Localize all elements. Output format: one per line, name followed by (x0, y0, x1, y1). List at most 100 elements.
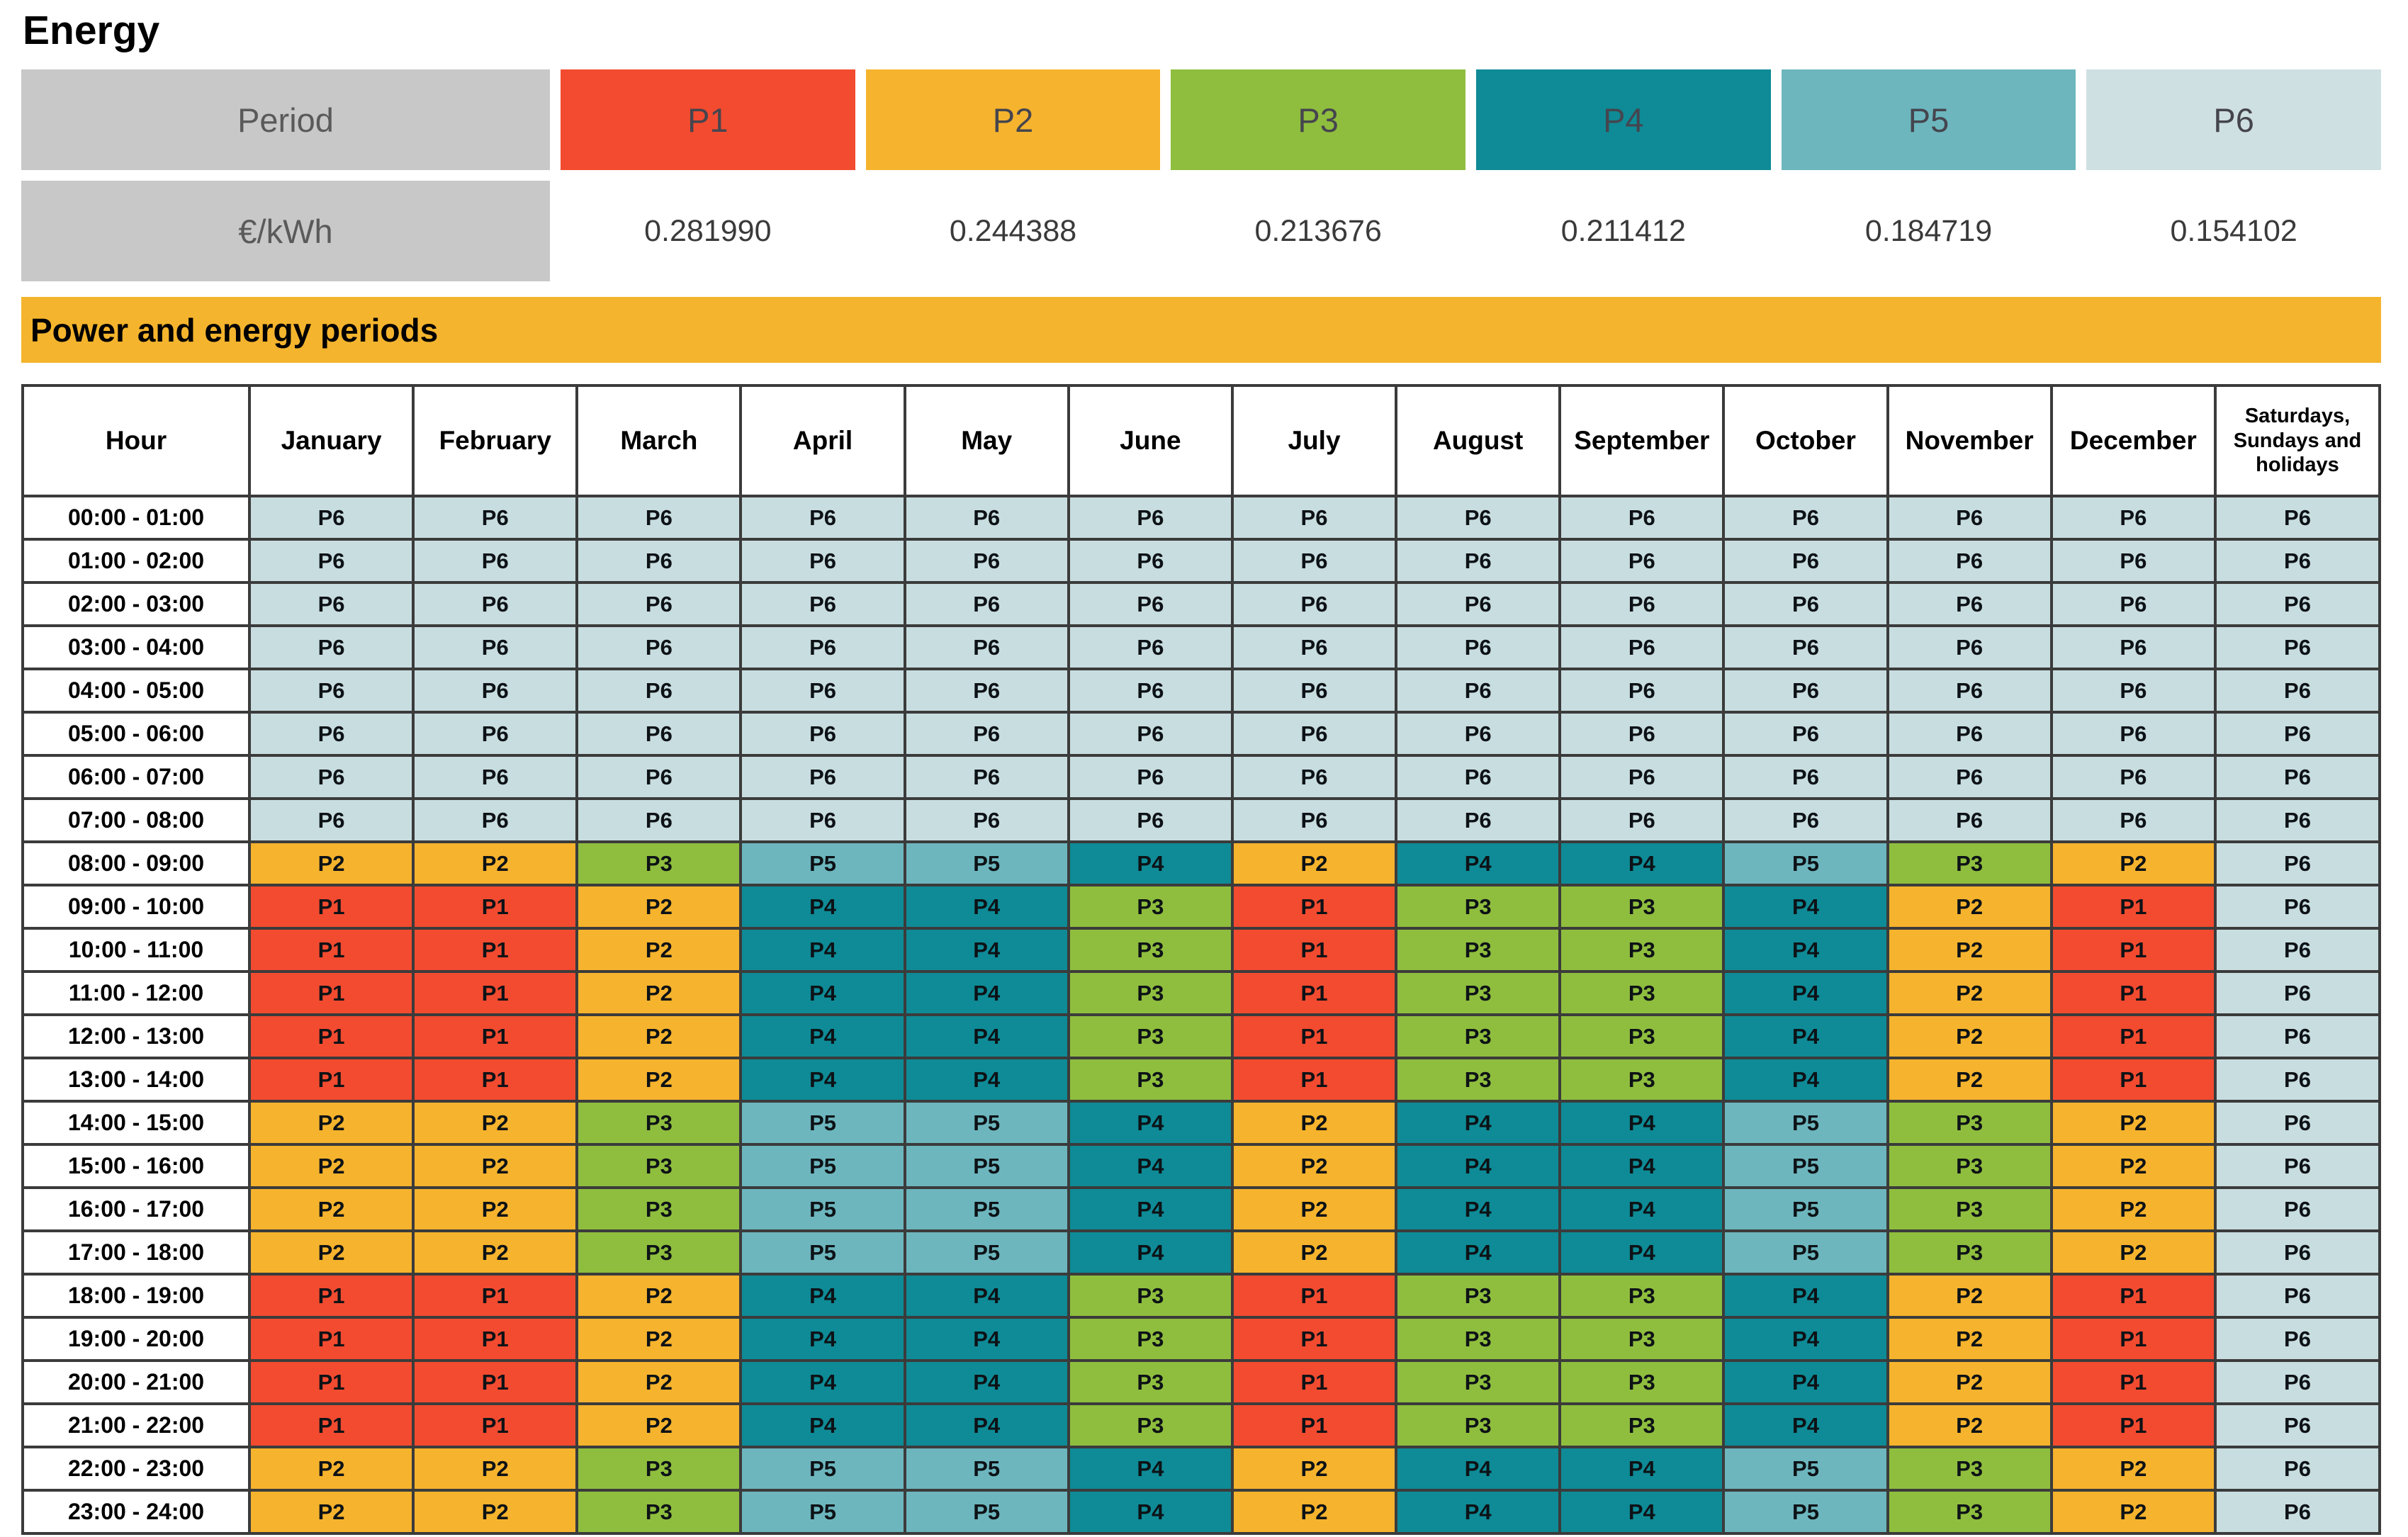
schedule-cell: P3 (575, 1229, 743, 1276)
schedule-cell: P2 (1886, 884, 2053, 930)
schedule-cell: P2 (575, 1273, 743, 1319)
schedule-cell: P6 (1395, 754, 1562, 800)
schedule-cell: P3 (1395, 1402, 1562, 1448)
hour-label: 01:00 - 02:00 (21, 538, 251, 584)
schedule-cell: P4 (1395, 840, 1562, 886)
schedule-cell: P3 (1558, 884, 1726, 930)
schedule-cell: P6 (1230, 538, 1398, 584)
schedule-cell: P5 (739, 1186, 906, 1232)
schedule-cell: P4 (1395, 1100, 1562, 1146)
schedule-row: 03:00 - 04:00 P6 P6 P6 P6 P6 P6 P6 P6 P6 P6 P6 P6 P6 (21, 624, 2381, 670)
schedule-cell: P3 (1067, 1316, 1234, 1362)
schedule-cell: P6 (575, 581, 743, 627)
schedule-cell: P6 (1886, 711, 2053, 757)
schedule-cell: P6 (1558, 754, 1726, 800)
schedule-cell: P6 (1886, 797, 2053, 843)
schedule-cell: P1 (412, 927, 579, 973)
hour-label: 16:00 - 17:00 (21, 1186, 251, 1232)
schedule-row: 21:00 - 22:00 P1 P1 P2 P4 P4 P3 P1 P3 P3 P4 P2 P1 P6 (21, 1402, 2381, 1448)
schedule-cell: P4 (1395, 1489, 1562, 1535)
schedule-cell: P6 (2214, 495, 2381, 541)
schedule-cell: P6 (1558, 581, 1726, 627)
schedule-cell: P2 (2049, 1229, 2217, 1276)
schedule-cell: P3 (1558, 1013, 1726, 1059)
schedule-cell: P4 (1395, 1143, 1562, 1189)
schedule-cell: P3 (1395, 1057, 1562, 1103)
hour-label: 23:00 - 24:00 (21, 1489, 251, 1535)
hour-label: 05:00 - 06:00 (21, 711, 251, 757)
schedule-cell: P1 (412, 1273, 579, 1319)
schedule-cell: P6 (1067, 754, 1234, 800)
schedule-row: 16:00 - 17:00 P2 P2 P3 P5 P5 P4 P2 P4 P4 P5 P3 P2 P6 (21, 1186, 2381, 1232)
schedule-cell: P1 (2049, 884, 2217, 930)
schedule-cell: P6 (2214, 754, 2381, 800)
schedule-cell: P6 (739, 538, 906, 584)
schedule-cell: P4 (1067, 1143, 1234, 1189)
hour-label: 17:00 - 18:00 (21, 1229, 251, 1276)
schedule-cell: P1 (247, 884, 415, 930)
column-header-march: March (575, 384, 743, 497)
column-header-july: July (1230, 384, 1398, 497)
schedule-cell: P3 (575, 1489, 743, 1535)
legend-price-P4: 0.211412 (1475, 181, 1771, 281)
schedule-cell: P1 (1230, 1273, 1398, 1319)
schedule-cell: P2 (1230, 1186, 1398, 1232)
schedule-cell: P5 (903, 840, 1070, 886)
schedule-cell: P6 (1558, 711, 1726, 757)
schedule-cell: P2 (575, 1057, 743, 1103)
section-banner-label: Power and energy periods (30, 311, 439, 349)
schedule-cell: P1 (247, 1359, 415, 1405)
schedule-cell: P3 (1886, 1489, 2053, 1535)
schedule-cell: P6 (1395, 797, 1562, 843)
schedule-cell: P6 (575, 495, 743, 541)
schedule-cell: P6 (575, 754, 743, 800)
schedule-cell: P4 (1558, 1143, 1726, 1189)
schedule-cell: P3 (1395, 970, 1562, 1016)
schedule-header-row: Hour January February March April May June July… (21, 384, 2381, 497)
column-header-december: December (2049, 384, 2217, 497)
schedule-cell: P6 (1067, 538, 1234, 584)
schedule-cell: P1 (1230, 884, 1398, 930)
schedule-cell: P4 (1722, 1316, 1889, 1362)
legend-period-P3: P3 (1171, 69, 1465, 170)
schedule-cell: P6 (2049, 495, 2217, 541)
schedule-row: 15:00 - 16:00 P2 P2 P3 P5 P5 P4 P2 P4 P4 P5 P3 P2 P6 (21, 1143, 2381, 1189)
schedule-cell: P3 (1558, 1273, 1726, 1319)
schedule-row: 23:00 - 24:00 P2 P2 P3 P5 P5 P4 P2 P4 P4 P5 P3 P2 P6 (21, 1489, 2381, 1535)
schedule-cell: P3 (1558, 1316, 1726, 1362)
schedule-cell: P4 (1067, 1229, 1234, 1276)
schedule-cell: P1 (1230, 1402, 1398, 1448)
schedule-header: Hour January February March April May June July… (21, 384, 2381, 497)
schedule-cell: P3 (1558, 1359, 1726, 1405)
schedule-row: 13:00 - 14:00 P1 P1 P2 P4 P4 P3 P1 P3 P3 P4 P2 P1 P6 (21, 1057, 2381, 1103)
schedule-cell: P2 (412, 840, 579, 886)
schedule-cell: P5 (1722, 1100, 1889, 1146)
legend-period-P1: P1 (561, 69, 855, 170)
schedule-cell: P3 (575, 1446, 743, 1492)
schedule-cell: P3 (1886, 1446, 2053, 1492)
hour-label: 04:00 - 05:00 (21, 668, 251, 714)
schedule-cell: P6 (2214, 538, 2381, 584)
schedule-cell: P6 (1067, 495, 1234, 541)
schedule-cell: P1 (412, 970, 579, 1016)
hour-label: 12:00 - 13:00 (21, 1013, 251, 1059)
schedule-cell: P4 (1722, 1273, 1889, 1319)
schedule-cell: P2 (1230, 1100, 1398, 1146)
schedule-cell: P1 (247, 927, 415, 973)
schedule-cell: P4 (739, 1402, 906, 1448)
schedule-cell: P6 (1886, 624, 2053, 670)
schedule-cell: P5 (739, 1229, 906, 1276)
schedule-cell: P6 (412, 495, 579, 541)
schedule-cell: P4 (1395, 1446, 1562, 1492)
schedule-cell: P2 (1230, 840, 1398, 886)
schedule-cell: P6 (247, 754, 415, 800)
schedule-cell: P5 (739, 1100, 906, 1146)
schedule-cell: P1 (1230, 970, 1398, 1016)
schedule-cell: P6 (247, 495, 415, 541)
schedule-cell: P6 (412, 797, 579, 843)
schedule-cell: P4 (1067, 1446, 1234, 1492)
schedule-cell: P6 (2214, 668, 2381, 714)
schedule-cell: P2 (1886, 1057, 2053, 1103)
schedule-cell: P2 (247, 1186, 415, 1232)
schedule-cell: P6 (2214, 797, 2381, 843)
